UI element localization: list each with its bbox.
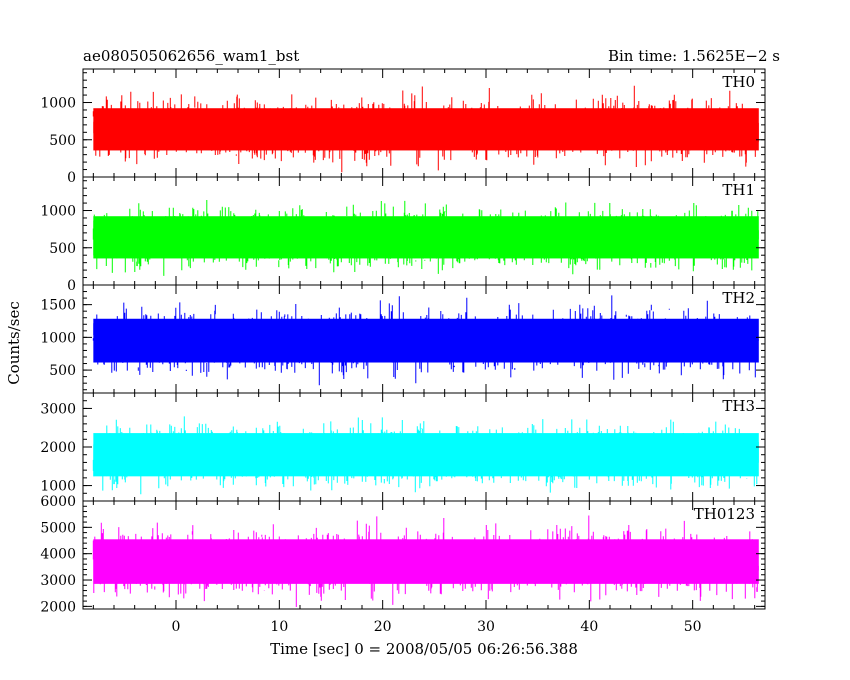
y-tick-label: 3000 [40, 573, 76, 589]
panel-th3: 1000 2000 3000 TH3 [40, 392, 766, 502]
y-tick-label: 6000 [40, 494, 76, 510]
series-line-th1 [92, 200, 759, 276]
y-tick-label: 500 [49, 363, 76, 379]
bin-time-label: Bin time: 1.5625E−2 s [608, 47, 780, 65]
panel-label-th0: TH0 [722, 73, 755, 91]
x-tick-label: 40 [580, 619, 598, 635]
series-line-th0 [92, 85, 759, 173]
y-tick-label: 1000 [40, 96, 76, 112]
panel-th1: 0 500 1000 TH1 [40, 176, 766, 294]
y-tick-label: 0 [67, 278, 76, 294]
y-tick-label: 1000 [40, 479, 76, 495]
y-tick-label: 2000 [40, 599, 76, 615]
panel-label-th1: TH1 [722, 181, 755, 199]
y-tick-label: 500 [49, 241, 76, 257]
y-tick-label: 500 [49, 133, 76, 149]
y-tick-label: 1000 [40, 204, 76, 220]
y-tick-label: 2000 [40, 440, 76, 456]
x-tick-label: 0 [172, 619, 181, 635]
series-line-th0123 [92, 515, 759, 607]
y-tick-label: 3000 [40, 401, 76, 417]
panel-label-th2: TH2 [722, 289, 755, 307]
chart-title: ae080505062656_wam1_bst [83, 47, 299, 65]
x-tick-label: 30 [477, 619, 495, 635]
y-tick-label: 1500 [40, 298, 76, 314]
x-tick-label: 50 [684, 619, 702, 635]
panel-label-th0123: TH0123 [694, 505, 755, 523]
panel-th0123: 2000 3000 4000 5000 6000 TH0123 [40, 494, 766, 615]
y-tick-label: 0 [67, 170, 76, 186]
y-tick-label: 5000 [40, 520, 76, 536]
series-line-th2 [92, 295, 759, 386]
panel-label-th3: TH3 [722, 397, 755, 415]
x-tick-label: 20 [374, 619, 392, 635]
panel-th0: 0 500 1000 TH0 [40, 68, 766, 186]
x-tick-label: 10 [270, 619, 288, 635]
y-tick-label: 1000 [40, 330, 76, 346]
series-line-th3 [92, 416, 759, 495]
panel-th2: 500 1000 1500 TH2 [40, 284, 766, 394]
y-tick-label: 4000 [40, 547, 76, 563]
x-axis-title: Time [sec] 0 = 2008/05/05 06:26:56.388 [270, 640, 578, 658]
y-axis-title: Counts/sec [5, 301, 23, 385]
